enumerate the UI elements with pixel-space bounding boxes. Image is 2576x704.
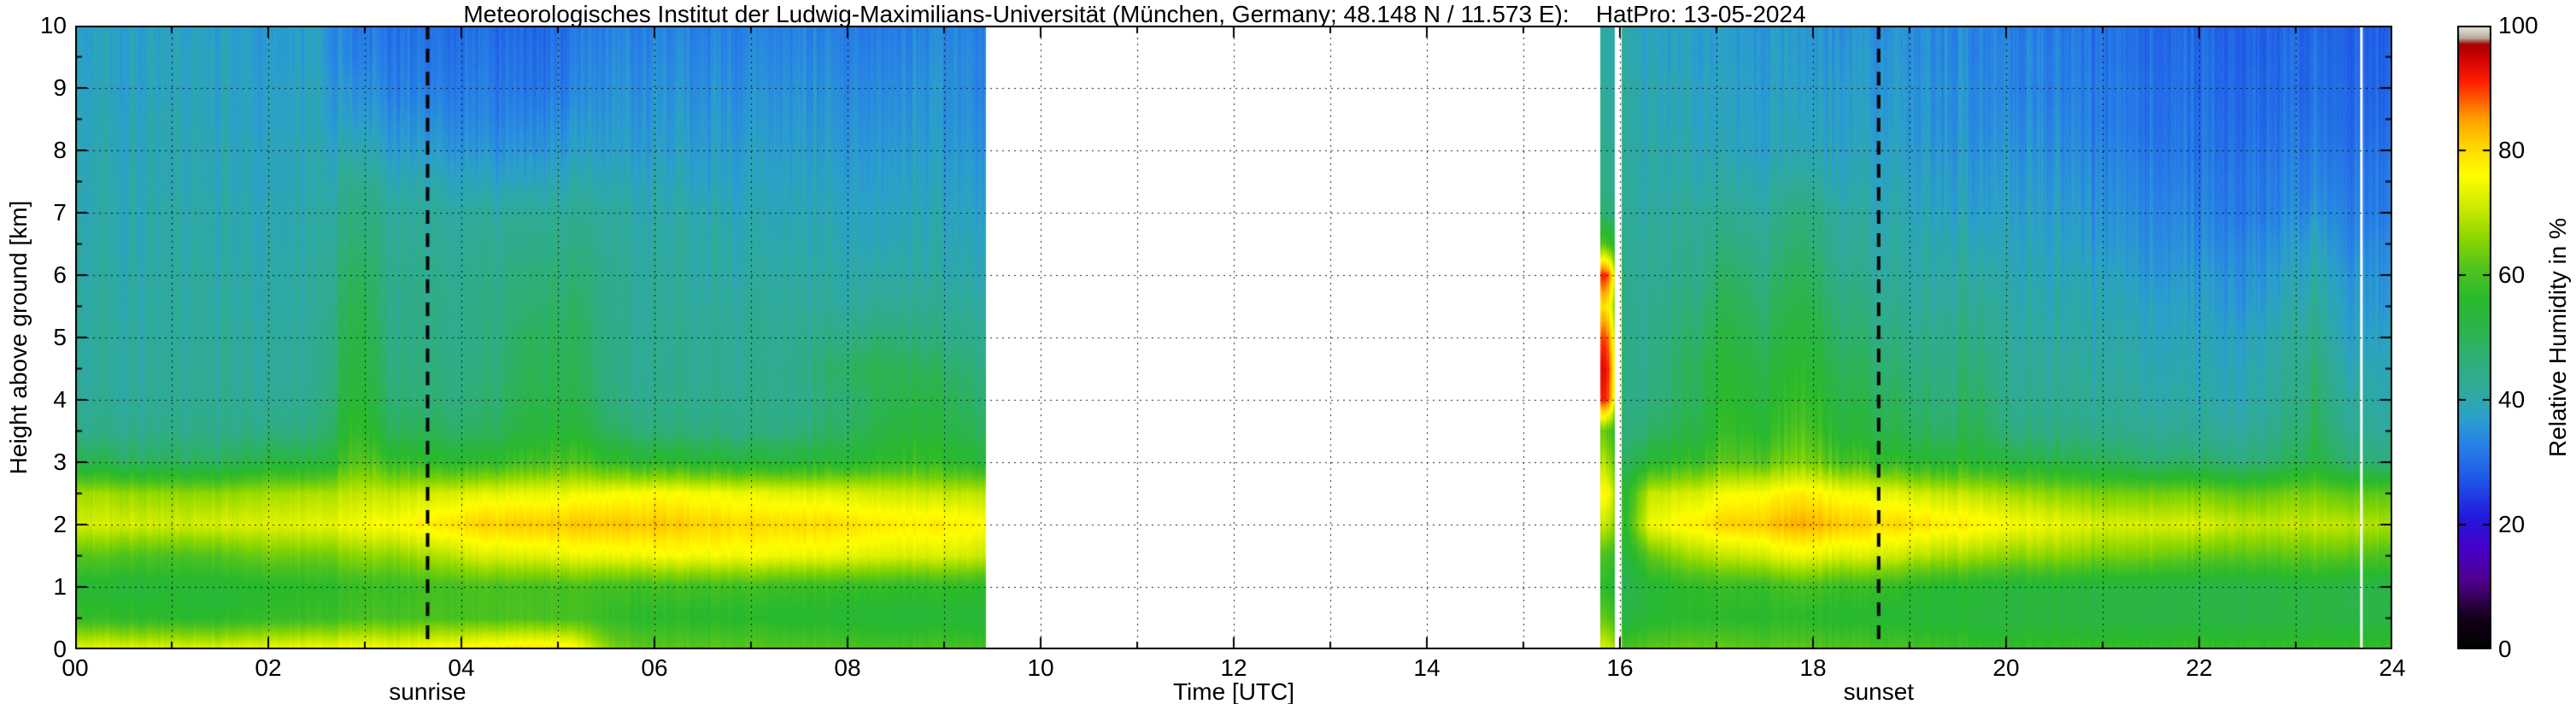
- colorbar-tick-label: 0: [2498, 636, 2512, 662]
- colorbar-tick-label: 100: [2498, 12, 2538, 38]
- y-tick-label: 7: [53, 199, 67, 226]
- y-tick-label: 10: [39, 12, 67, 38]
- y-tick-label: 8: [53, 137, 67, 163]
- humidity-heatmap: [75, 26, 2392, 649]
- colorbar-tick-label: 20: [2498, 511, 2526, 537]
- x-tick-label: 24: [2379, 654, 2406, 681]
- x-tick-label: 08: [834, 654, 861, 681]
- colorbar-tick-label: 60: [2498, 261, 2526, 288]
- x-tick-label: 02: [255, 654, 282, 681]
- x-tick-label: 22: [2186, 654, 2213, 681]
- colorbar-tick-label: 80: [2498, 137, 2526, 163]
- colorbar: [2457, 26, 2491, 649]
- x-tick-label: 06: [641, 654, 668, 681]
- x-tick-label: 00: [62, 654, 89, 681]
- x-tick-label: 18: [1799, 654, 1827, 681]
- x-tick-label: 16: [1606, 654, 1634, 681]
- y-axis-label: Height above ground [km]: [5, 200, 32, 475]
- y-tick-label: 6: [53, 261, 67, 288]
- x-tick-label: 12: [1220, 654, 1247, 681]
- sunrise-label: sunrise: [389, 678, 466, 704]
- x-tick-label: 20: [1992, 654, 2020, 681]
- y-tick-label: 5: [53, 324, 67, 350]
- x-tick-label: 04: [448, 654, 475, 681]
- sunset-label: sunset: [1843, 678, 1915, 704]
- chart-title: Meteorologisches Institut der Ludwig-Max…: [463, 1, 1806, 27]
- y-tick-label: 0: [53, 636, 67, 662]
- y-tick-label: 1: [53, 573, 67, 600]
- x-axis-label: Time [UTC]: [1172, 678, 1295, 704]
- y-tick-label: 2: [53, 511, 67, 537]
- y-tick-label: 3: [53, 449, 67, 475]
- y-tick-label: 4: [53, 386, 67, 413]
- colorbar-tick-label: 40: [2498, 386, 2526, 413]
- x-tick-label: 10: [1027, 654, 1054, 681]
- x-tick-label: 14: [1413, 654, 1441, 681]
- colorbar-label: Relative Humidity in %: [2544, 217, 2571, 458]
- y-tick-label: 9: [53, 74, 67, 101]
